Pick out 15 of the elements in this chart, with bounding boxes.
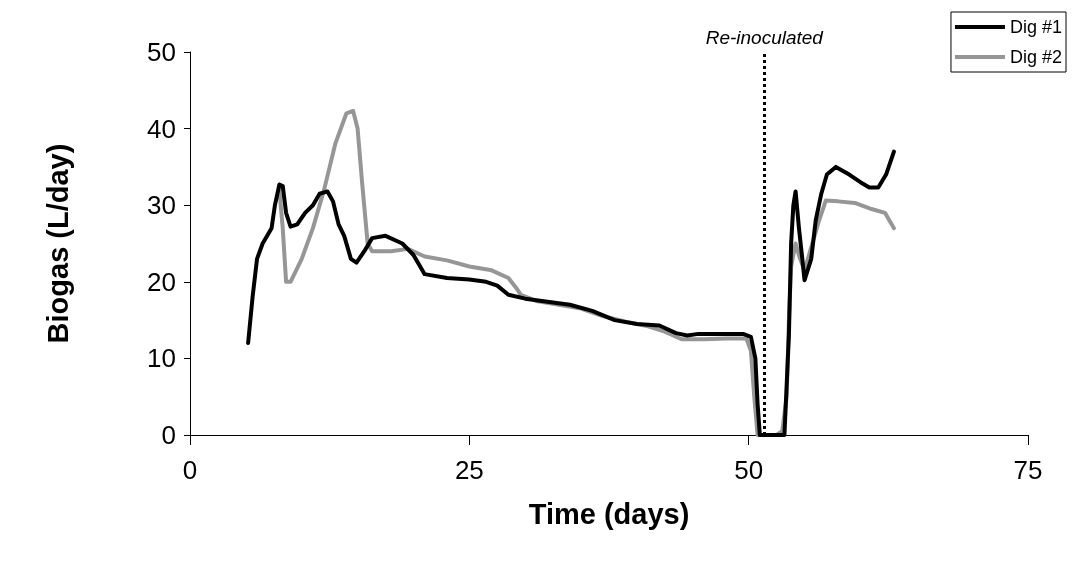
y-tick-label: 50	[147, 37, 176, 67]
legend-label: Dig #1	[1009, 17, 1062, 37]
y-tick-label: 30	[147, 190, 176, 221]
y-tick-label: 20	[147, 266, 176, 297]
legend-label: Dig #2	[1009, 47, 1062, 67]
y-tick-label: 10	[147, 343, 176, 374]
y-tick-label: 40	[147, 113, 176, 144]
x-tick-label: 25	[454, 455, 484, 485]
y-axis-title: Biogas (L/day)	[41, 143, 74, 344]
x-tick-label: 0	[182, 455, 198, 485]
ref-line-label: Re-inoculated	[705, 27, 825, 48]
y-tick-label: 0	[161, 420, 176, 450]
x-tick-label: 50	[734, 455, 764, 485]
x-tick-label: 75	[1013, 455, 1043, 485]
x-axis-title: Time (days)	[528, 497, 690, 530]
